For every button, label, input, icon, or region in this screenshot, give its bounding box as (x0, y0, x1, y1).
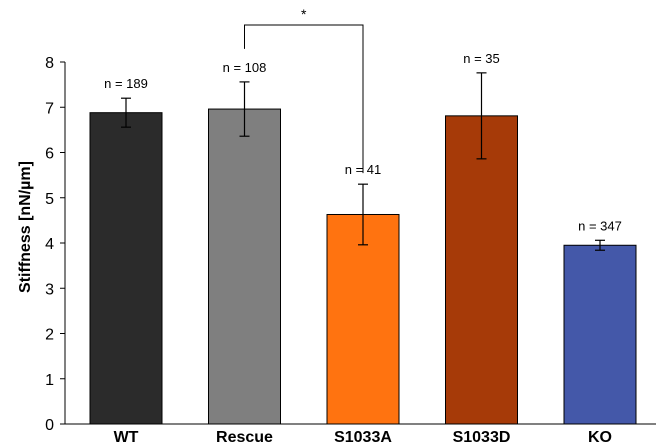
x-tick-label-s1033d: S1033D (453, 429, 511, 446)
y-tick-label: 8 (45, 55, 54, 72)
bar-s1033d (445, 115, 518, 425)
bar-rescue (208, 108, 281, 425)
n-label-s1033d: n = 35 (463, 51, 500, 66)
x-tick-label-rescue: Rescue (216, 429, 273, 446)
n-label-rescue: n = 108 (223, 60, 267, 75)
n-label-ko: n = 347 (578, 218, 622, 233)
y-tick-label: 0 (45, 417, 54, 434)
y-tick-label: 6 (45, 146, 54, 163)
y-tick-label: 2 (45, 327, 54, 344)
y-tick-label: 5 (45, 191, 54, 208)
bar-wt (89, 112, 163, 425)
bar-s1033a (326, 213, 400, 425)
y-tick-label: 7 (45, 100, 54, 117)
y-tick-label: 1 (45, 372, 54, 389)
n-label-wt: n = 189 (104, 76, 148, 91)
y-tick-label: 4 (45, 236, 54, 253)
y-axis: 0 1 2 3 4 5 6 7 8 (45, 55, 656, 434)
significance-group: * (244, 6, 364, 174)
significance-bracket (244, 24, 364, 174)
x-tick-label-wt: WT (114, 429, 139, 446)
x-tick-label-s1033a: S1033A (334, 429, 392, 446)
significance-label: * (301, 6, 307, 22)
bar-ko (563, 244, 637, 425)
error-bars-group (121, 72, 605, 251)
x-axis-labels: WT Rescue S1033A S1033D KO (114, 429, 612, 446)
y-axis-title: Stiffness [nN/µm] (17, 161, 34, 293)
x-tick-label-ko: KO (588, 429, 612, 446)
y-tick-label: 3 (45, 281, 54, 298)
